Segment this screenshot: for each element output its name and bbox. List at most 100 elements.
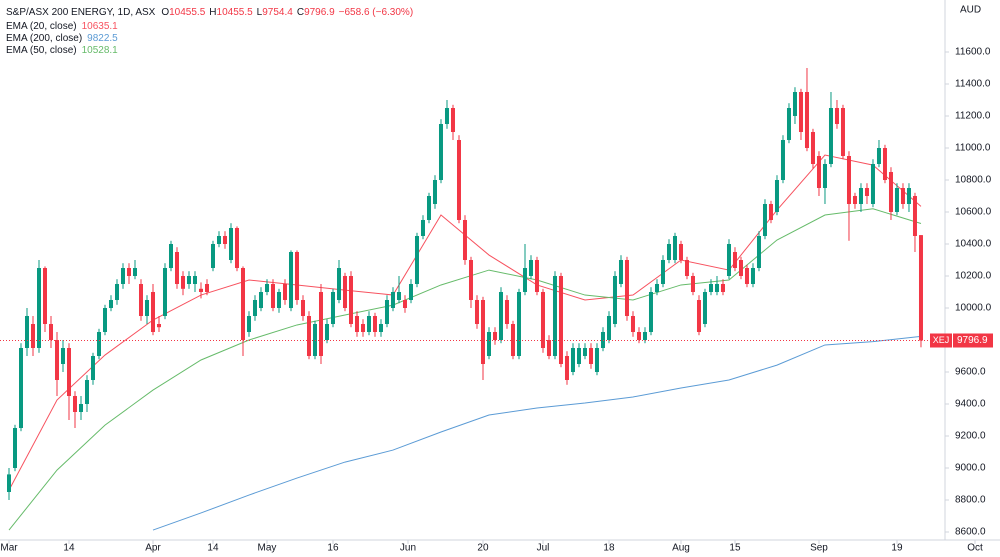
candle-body — [672, 236, 677, 260]
candle-body — [348, 276, 353, 324]
candle-body — [174, 252, 179, 284]
candle-body — [246, 316, 251, 332]
candle-body — [642, 332, 647, 340]
candle-body — [798, 92, 803, 132]
candle-body — [666, 244, 671, 260]
y-tick-label: 10200.0 — [955, 271, 992, 282]
candle-body — [54, 340, 59, 380]
candle-body — [84, 380, 89, 404]
candle-body — [582, 348, 587, 356]
candle-body — [150, 292, 155, 332]
candle-body — [162, 268, 167, 316]
candle-body — [816, 156, 821, 188]
candle-body — [132, 268, 137, 276]
candle-body — [702, 292, 707, 324]
x-tick-label: May — [258, 543, 277, 554]
legend-header: S&P/ASX 200 ENERGY, 1D, ASX O10455.5 H1045… — [6, 7, 413, 18]
candle-body — [270, 284, 275, 308]
candle-body — [186, 276, 191, 284]
candle-body — [918, 235, 923, 341]
x-tick-label: 16 — [327, 543, 339, 554]
candle-body — [882, 148, 887, 180]
candle-body — [96, 332, 101, 356]
x-tick-label: 14 — [207, 543, 219, 554]
x-tick-label: Aug — [672, 543, 690, 554]
candle-body — [48, 324, 53, 340]
candle-body — [714, 284, 719, 292]
ema-line — [152, 335, 922, 531]
candle-body — [822, 164, 827, 188]
candle-body — [852, 196, 857, 204]
candle-body — [204, 284, 209, 292]
y-tick-label: 9200.0 — [955, 431, 986, 442]
candle-body — [414, 236, 419, 284]
candle-body — [390, 292, 395, 308]
x-tick-label: Sep — [810, 543, 828, 554]
candle-body — [216, 236, 221, 244]
candle-body — [756, 236, 761, 268]
candle-body — [498, 292, 503, 340]
candle-body — [858, 188, 863, 204]
candle-body — [834, 108, 839, 124]
candle-body — [486, 332, 491, 356]
candle-body — [600, 332, 605, 348]
candle-body — [78, 404, 83, 412]
x-tick-label: 20 — [477, 543, 489, 554]
candle-body — [6, 474, 11, 492]
x-tick-label: Apr — [145, 543, 161, 554]
candle-body — [318, 292, 323, 356]
candle-body — [198, 288, 203, 292]
legend-name: EMA (20, close) — [6, 21, 77, 32]
candle-body — [588, 348, 593, 364]
candle-body — [102, 308, 107, 332]
candle-body — [732, 252, 737, 268]
candle-body — [372, 316, 377, 332]
ohlc-value: 9754.4 — [262, 7, 293, 18]
candle-body — [504, 300, 509, 324]
candle-body — [300, 300, 305, 316]
candle-body — [360, 324, 365, 332]
candle-body — [876, 148, 881, 164]
candle-body — [804, 92, 809, 148]
candle-body — [492, 332, 497, 340]
candle-body — [912, 196, 917, 236]
candle-body — [288, 252, 293, 308]
candle-body — [408, 284, 413, 300]
candle-body — [570, 348, 575, 372]
candle-body — [684, 260, 689, 276]
candle-body — [444, 108, 449, 124]
ohlc-value: 10455.5 — [217, 7, 254, 18]
candle-body — [846, 156, 851, 204]
candle-body — [540, 292, 545, 348]
candle-body — [888, 172, 893, 212]
y-tick-label: 9000.0 — [955, 463, 986, 474]
candle-body — [378, 324, 383, 332]
y-tick-label: 11000.0 — [955, 143, 991, 154]
symbol-tag — [930, 333, 952, 348]
candle-body — [534, 260, 539, 292]
candle-body — [612, 276, 617, 324]
candle-body — [210, 244, 215, 268]
legend-name: EMA (200, close) — [6, 33, 82, 44]
x-tick-label: Jul — [537, 543, 550, 554]
candle-body — [324, 324, 329, 340]
candle-body — [744, 268, 749, 284]
candle-body — [228, 228, 233, 260]
candle-body — [720, 284, 725, 292]
candle-body — [900, 188, 905, 204]
candle-body — [696, 300, 701, 332]
candle-body — [870, 164, 875, 204]
candle-body — [126, 268, 131, 276]
ohlc-key: L — [257, 7, 263, 18]
candle-body — [624, 260, 629, 316]
candle-body — [42, 268, 47, 324]
candle-body — [864, 188, 869, 196]
candle-body — [138, 284, 143, 316]
candle-body — [90, 356, 95, 380]
candle-body — [252, 300, 257, 316]
candle-body — [558, 276, 563, 364]
change-label: −658.6 (−6.30%) — [339, 7, 414, 18]
x-tick-label: 15 — [729, 543, 741, 554]
candle-body — [708, 284, 713, 292]
legend-entry: EMA (200, close) 9822.5 — [6, 33, 118, 44]
